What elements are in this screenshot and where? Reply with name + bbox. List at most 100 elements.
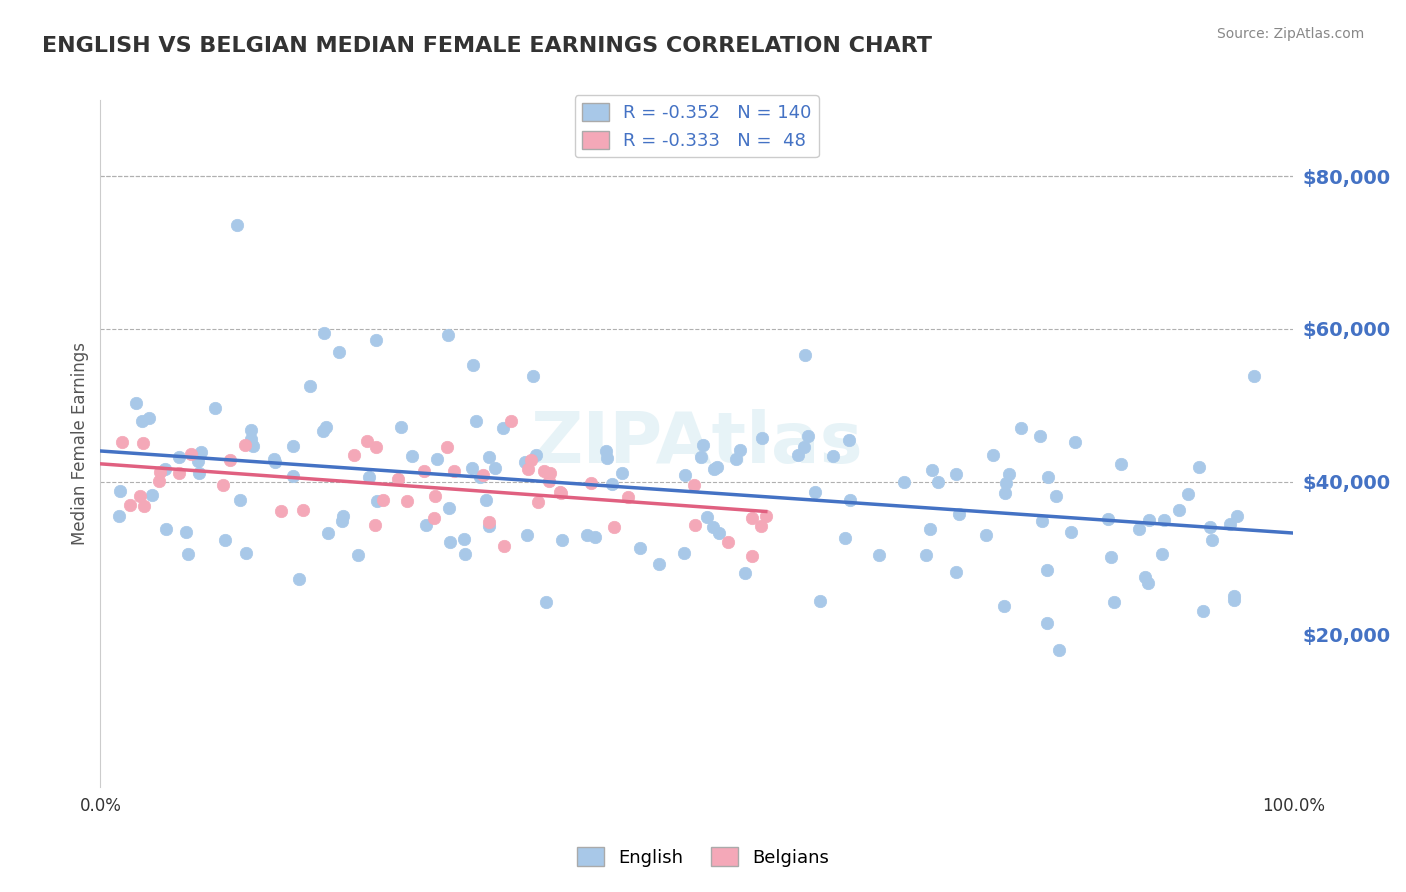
Point — [1031, 514, 1053, 528]
Point — [228, 492, 250, 507]
Point — [174, 524, 197, 539]
Point — [264, 455, 287, 469]
Point — [1064, 434, 1087, 449]
Point — [454, 547, 477, 561]
Point — [366, 493, 388, 508]
Point — [242, 439, 264, 453]
Point — [107, 508, 129, 523]
Point — [994, 476, 1017, 491]
Point — [1137, 513, 1160, 527]
Point — [212, 478, 235, 492]
Point — [132, 436, 155, 450]
Point — [226, 218, 249, 232]
Point — [439, 534, 461, 549]
Point — [465, 414, 488, 428]
Point — [603, 519, 626, 533]
Point — [330, 514, 353, 528]
Point — [945, 565, 967, 579]
Point — [1192, 604, 1215, 618]
Point — [868, 548, 890, 562]
Point — [235, 437, 257, 451]
Text: ZIPAtlas: ZIPAtlas — [530, 409, 863, 478]
Point — [520, 453, 543, 467]
Point — [981, 448, 1004, 462]
Point — [472, 467, 495, 482]
Point — [1133, 569, 1156, 583]
Point — [751, 519, 773, 533]
Point — [513, 455, 536, 469]
Point — [1153, 513, 1175, 527]
Point — [755, 508, 778, 523]
Point — [120, 498, 142, 512]
Point — [1099, 550, 1122, 565]
Point — [412, 464, 434, 478]
Point — [527, 494, 550, 508]
Point — [647, 557, 669, 571]
Point — [1097, 511, 1119, 525]
Point — [291, 502, 314, 516]
Y-axis label: Median Female Earnings: Median Female Earnings — [72, 342, 89, 545]
Point — [628, 541, 651, 556]
Point — [315, 420, 337, 434]
Point — [522, 368, 544, 383]
Point — [945, 467, 967, 481]
Legend: English, Belgians: English, Belgians — [569, 840, 837, 874]
Point — [270, 504, 292, 518]
Point — [461, 358, 484, 372]
Point — [920, 522, 942, 536]
Point — [797, 429, 820, 443]
Point — [111, 434, 134, 449]
Point — [499, 414, 522, 428]
Point — [793, 440, 815, 454]
Point — [517, 462, 540, 476]
Point — [921, 463, 943, 477]
Point — [1060, 524, 1083, 539]
Point — [426, 452, 449, 467]
Point — [484, 460, 506, 475]
Point — [692, 438, 714, 452]
Point — [794, 348, 817, 362]
Point — [672, 546, 695, 560]
Point — [786, 448, 808, 462]
Point — [717, 534, 740, 549]
Point — [751, 431, 773, 445]
Point — [596, 451, 619, 466]
Point — [169, 450, 191, 465]
Point — [311, 424, 333, 438]
Point — [439, 500, 461, 515]
Point — [219, 452, 242, 467]
Point — [804, 485, 827, 500]
Point — [167, 466, 190, 480]
Point — [1104, 595, 1126, 609]
Point — [1036, 616, 1059, 631]
Point — [204, 401, 226, 415]
Point — [359, 470, 381, 484]
Point — [415, 517, 437, 532]
Point — [1045, 489, 1067, 503]
Point — [343, 448, 366, 462]
Point — [576, 528, 599, 542]
Point — [1036, 470, 1059, 484]
Point — [423, 510, 446, 524]
Point — [1223, 592, 1246, 607]
Point — [948, 508, 970, 522]
Point — [703, 462, 725, 476]
Point — [314, 326, 336, 340]
Point — [461, 461, 484, 475]
Point — [477, 450, 499, 464]
Point — [583, 530, 606, 544]
Point — [702, 520, 724, 534]
Point — [475, 493, 498, 508]
Point — [993, 599, 1015, 613]
Point — [808, 594, 831, 608]
Point — [1177, 487, 1199, 501]
Point — [579, 475, 602, 490]
Point — [595, 443, 617, 458]
Point — [823, 449, 845, 463]
Point — [839, 492, 862, 507]
Point — [534, 595, 557, 609]
Point — [470, 469, 492, 483]
Point — [125, 396, 148, 410]
Point — [239, 423, 262, 437]
Point — [153, 462, 176, 476]
